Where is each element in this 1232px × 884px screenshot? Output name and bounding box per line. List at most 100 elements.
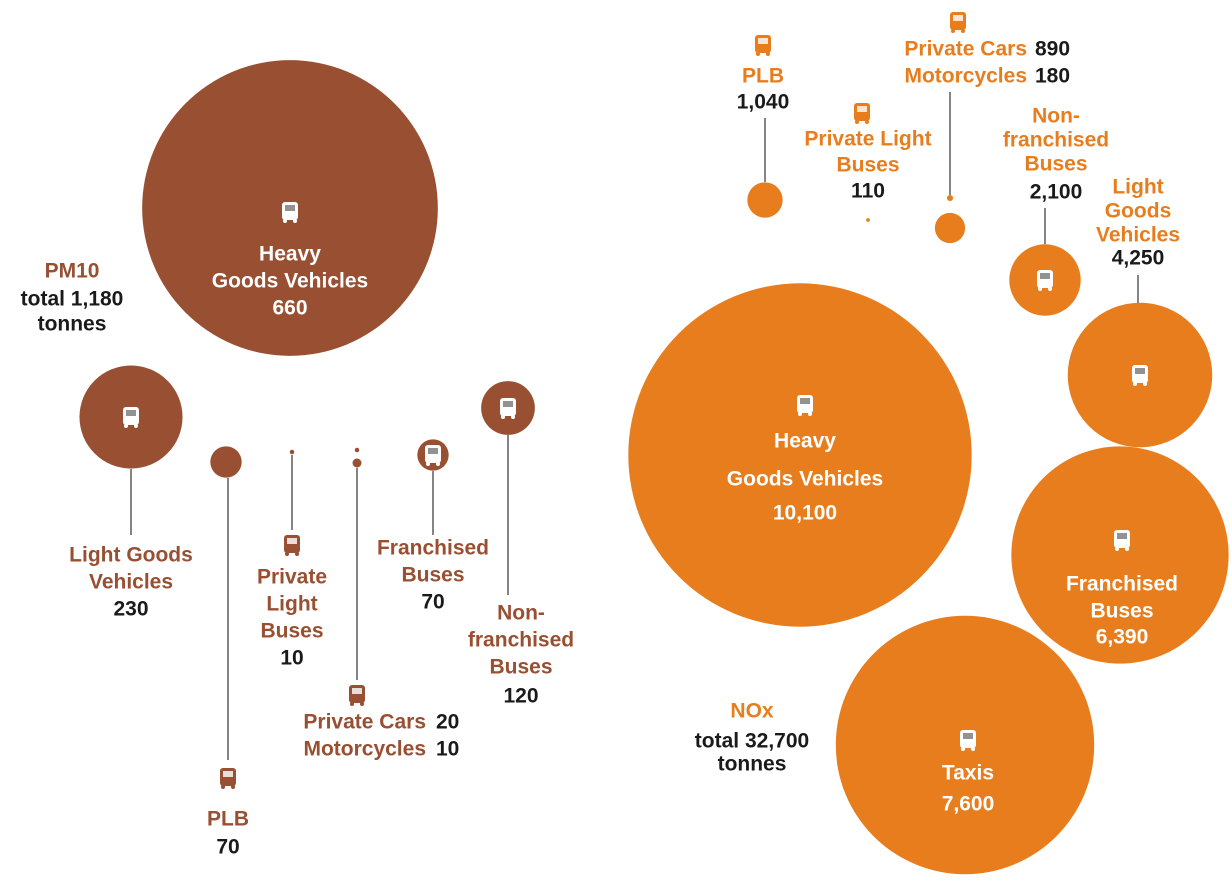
bubble-label: Franchised — [377, 537, 489, 560]
bubble-label: Franchised — [1066, 573, 1178, 596]
icon-wheel — [1115, 547, 1119, 551]
icon-wheel — [350, 702, 354, 706]
vehicle-icon — [282, 202, 298, 223]
bubble-label: Vehicles — [89, 571, 173, 594]
icon-window — [285, 205, 295, 211]
bubble-label: Private Cars — [303, 711, 426, 734]
chart-subtitle: total 1,180 — [21, 288, 124, 311]
icon-wheel — [855, 120, 859, 124]
bubble-label: Light — [266, 593, 317, 616]
icon-wheel — [1125, 547, 1129, 551]
bubble — [352, 458, 362, 468]
value-label: 110 — [851, 180, 885, 203]
icon-wheel — [808, 412, 812, 416]
icon-window — [352, 688, 362, 694]
bubble-label: Private — [257, 566, 327, 589]
vehicle-icon — [1132, 365, 1148, 386]
bubble-label: Motorcycles — [904, 65, 1027, 88]
bubble-label: Private Cars — [904, 38, 1027, 61]
bubble — [210, 446, 242, 478]
vehicle-icon — [500, 398, 516, 419]
icon-wheel — [511, 415, 515, 419]
value-label: 2,100 — [1030, 181, 1083, 204]
icon-wheel — [285, 552, 289, 556]
icon-wheel — [360, 702, 364, 706]
icon-wheel — [293, 219, 297, 223]
icon-wheel — [295, 552, 299, 556]
value-label: 230 — [113, 598, 148, 621]
bubble-label: Light — [1112, 176, 1163, 199]
icon-wheel — [1048, 287, 1052, 291]
icon-window — [1040, 273, 1050, 279]
bubble-label: Buses — [489, 656, 552, 679]
value-label: 4,250 — [1112, 247, 1165, 270]
vehicle-icon — [797, 395, 813, 416]
vehicle-icon — [1114, 530, 1130, 551]
icon-wheel — [971, 747, 975, 751]
value-label: 20 — [436, 711, 459, 734]
icon-wheel — [1143, 382, 1147, 386]
icon-wheel — [766, 52, 770, 56]
icon-wheel — [221, 785, 225, 789]
icon-window — [857, 106, 867, 112]
bubble-label: Light Goods — [69, 544, 193, 567]
vehicle-icon — [960, 730, 976, 751]
icon-wheel — [436, 462, 440, 466]
icon-wheel — [1038, 287, 1042, 291]
value-label: 180 — [1035, 65, 1070, 88]
chart-subtitle: tonnes — [718, 753, 787, 776]
icon-wheel — [951, 29, 955, 33]
value-label: 70 — [216, 836, 239, 859]
icon-wheel — [961, 747, 965, 751]
bubble-label: franchised — [1003, 129, 1109, 152]
value-label: 1,040 — [737, 91, 790, 114]
bubble-label: Non- — [1032, 105, 1080, 128]
icon-window — [963, 733, 973, 739]
bubble-label: Buses — [401, 564, 464, 587]
value-label: 7,600 — [942, 793, 995, 816]
bubble — [289, 449, 295, 455]
value-label: 10 — [280, 647, 303, 670]
chart-title: NOx — [730, 700, 774, 723]
bubble — [747, 182, 783, 218]
chart-subtitle: tonnes — [38, 313, 107, 336]
vehicle-icon — [755, 35, 771, 56]
chart-title: PM10 — [45, 260, 100, 283]
icon-wheel — [961, 29, 965, 33]
bubble — [946, 194, 954, 202]
chart-subtitle: total 32,700 — [695, 730, 809, 753]
bubble-label: Heavy — [259, 243, 321, 266]
bubble-label: Buses — [1090, 600, 1153, 623]
value-label: 70 — [421, 591, 444, 614]
icon-wheel — [134, 424, 138, 428]
icon-window — [287, 538, 297, 544]
bubble-label: Motorcycles — [303, 738, 426, 761]
bubble-label: Taxis — [942, 762, 994, 785]
bubble — [628, 283, 972, 627]
icon-window — [428, 448, 438, 454]
icon-window — [758, 38, 768, 44]
icon-window — [1117, 533, 1127, 539]
vehicle-icon — [220, 768, 236, 789]
icon-wheel — [756, 52, 760, 56]
icon-window — [223, 771, 233, 777]
icon-wheel — [124, 424, 128, 428]
bubble — [934, 212, 966, 244]
value-label: 120 — [503, 685, 538, 708]
bubble-label: Buses — [260, 620, 323, 643]
icon-window — [953, 15, 963, 21]
bubble-label: Heavy — [774, 430, 836, 453]
value-label: 10,100 — [773, 502, 837, 525]
vehicle-icon — [425, 445, 441, 466]
icon-window — [800, 398, 810, 404]
bubble-label: Goods Vehicles — [212, 270, 368, 293]
vehicle-icon — [349, 685, 365, 706]
vehicle-icon — [123, 407, 139, 428]
vehicle-icon — [854, 103, 870, 124]
bubble-label: Private Light — [804, 128, 931, 151]
icon-wheel — [231, 785, 235, 789]
bubble-label: Goods — [1105, 200, 1172, 223]
bubble-label: PLB — [742, 65, 784, 88]
icon-window — [126, 410, 136, 416]
